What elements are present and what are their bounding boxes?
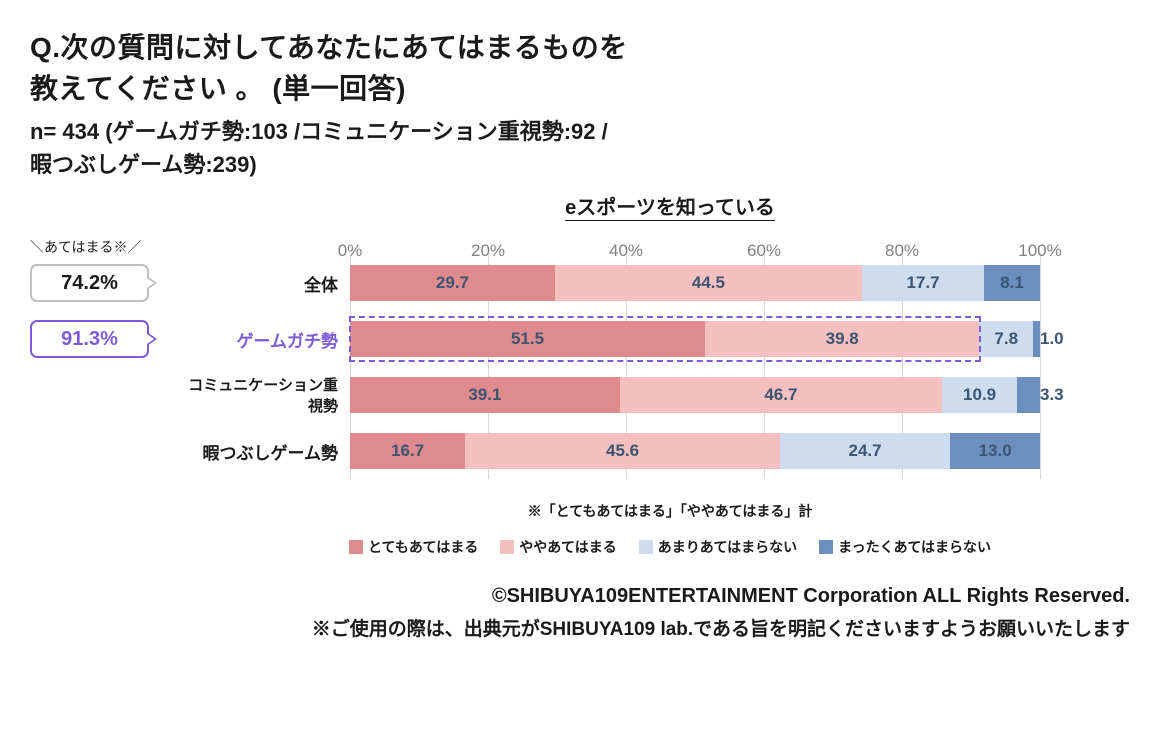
bar-segment: 13.0 <box>950 433 1040 469</box>
subtitle-line-2: 暇つぶしゲーム勢:239) <box>30 152 257 177</box>
bar-segment <box>1033 321 1040 357</box>
row-label: コミュニケーション重視勢 <box>180 374 350 416</box>
legend-swatch <box>819 540 833 554</box>
callout-bubble: 74.2% <box>30 264 149 302</box>
bar-segment: 29.7 <box>350 265 555 301</box>
bar-row: 74.2% 全体29.744.517.78.1 <box>30 255 1130 311</box>
row-label: 暇つぶしゲーム勢 <box>180 439 350 464</box>
stacked-bar: 39.146.710.93.3 <box>350 377 1040 413</box>
bar-segment: 16.7 <box>350 433 465 469</box>
title-line-2: 教えてください 。 (単一回答) <box>30 73 406 104</box>
axis-tick: 0% <box>338 241 363 261</box>
bar-segment: 17.7 <box>862 265 984 301</box>
credit-line: ※ご使用の際は、出典元がSHIBUYA109 lab.である旨を明記くださいます… <box>30 614 1130 641</box>
axis-tick: 60% <box>747 241 781 261</box>
axis-tick: 80% <box>885 241 919 261</box>
bar-segment: 39.1 <box>350 377 620 413</box>
bar-segment: 8.1 <box>984 265 1040 301</box>
axis-row: ＼あてはまる※／ 0%20%40%60%80%100% <box>30 227 1130 255</box>
callout-cell: 74.2% <box>30 264 180 302</box>
stacked-bar: 29.744.517.78.1 <box>350 265 1040 301</box>
bar-segment: 24.7 <box>780 433 950 469</box>
legend-label: あまりあてはまらない <box>658 537 797 557</box>
axis-tick: 40% <box>609 241 643 261</box>
bar-cell: 51.539.87.81.0 <box>350 321 1040 357</box>
bar-row: 暇つぶしゲーム勢16.745.624.713.0 <box>30 423 1130 479</box>
bar-row: 91.3%ゲームガチ勢51.539.87.81.0 <box>30 311 1130 367</box>
bar-cell: 16.745.624.713.0 <box>350 433 1040 469</box>
chart-title: eスポーツを知っている <box>565 191 775 221</box>
legend-label: とてもあてはまる <box>368 537 478 557</box>
bar-segment: 46.7 <box>620 377 942 413</box>
legend-label: ややあてはまる <box>519 537 616 557</box>
bar-segment: 45.6 <box>465 433 780 469</box>
bar-cell: 39.146.710.93.3 <box>350 377 1040 413</box>
bar-segment: 39.8 <box>705 321 979 357</box>
legend-item: まったくあてはまらない <box>819 537 991 557</box>
callout-bubble: 91.3% <box>30 320 149 358</box>
bar-segment: 7.8 <box>979 321 1033 357</box>
copyright: ©SHIBUYA109ENTERTAINMENT Corporation ALL… <box>30 585 1130 608</box>
axis-tick: 100% <box>1018 241 1061 261</box>
bar-segment: 51.5 <box>350 321 705 357</box>
axis-tick: 20% <box>471 241 505 261</box>
outside-value-label: 1.0 <box>1040 321 1064 357</box>
legend-swatch <box>639 540 653 554</box>
sample-size: n= 434 (ゲームガチ勢:103 /コミュニケーション重視勢:92 / 暇つ… <box>30 115 1130 181</box>
legend-item: ややあてはまる <box>500 537 616 557</box>
footnote: ※「とてもあてはまる」「ややあてはまる」計 <box>30 501 1130 521</box>
chart-area: ＼あてはまる※／ 0%20%40%60%80%100% 74.2%全体29.74… <box>30 227 1130 479</box>
bar-segment <box>1017 377 1040 413</box>
bar-cell: 29.744.517.78.1 <box>350 265 1040 301</box>
row-label: 全体 <box>180 271 350 296</box>
chart-title-wrap: eスポーツを知っている <box>30 181 1130 221</box>
bar-row: コミュニケーション重視勢39.146.710.93.3 <box>30 367 1130 423</box>
legend-label: まったくあてはまらない <box>838 537 991 557</box>
legend-item: とてもあてはまる <box>349 537 478 557</box>
title-line-1: Q.次の質問に対してあなたにあてはまるものを <box>30 32 628 63</box>
bar-rows: 74.2%全体29.744.517.78.191.3%ゲームガチ勢51.539.… <box>30 255 1130 479</box>
legend-swatch <box>349 540 363 554</box>
legend-swatch <box>500 540 514 554</box>
bar-segment: 44.5 <box>555 265 862 301</box>
callout-header: ＼あてはまる※／ <box>30 237 141 257</box>
question-title: Q.次の質問に対してあなたにあてはまるものを 教えてください 。 (単一回答) <box>30 28 1130 109</box>
row-label: ゲームガチ勢 <box>180 327 350 352</box>
callout-cell: 91.3% <box>30 320 180 358</box>
bar-segment: 10.9 <box>942 377 1017 413</box>
page-root: Q.次の質問に対してあなたにあてはまるものを 教えてください 。 (単一回答) … <box>0 0 1160 750</box>
stacked-bar: 16.745.624.713.0 <box>350 433 1040 469</box>
legend-item: あまりあてはまらない <box>639 537 797 557</box>
legend: とてもあてはまる ややあてはまる あまりあてはまらない まったくあてはまらない <box>30 537 1130 557</box>
subtitle-line-1: n= 434 (ゲームガチ勢:103 /コミュニケーション重視勢:92 / <box>30 119 608 144</box>
stacked-bar: 51.539.87.81.0 <box>350 321 1040 357</box>
outside-value-label: 3.3 <box>1040 377 1064 413</box>
